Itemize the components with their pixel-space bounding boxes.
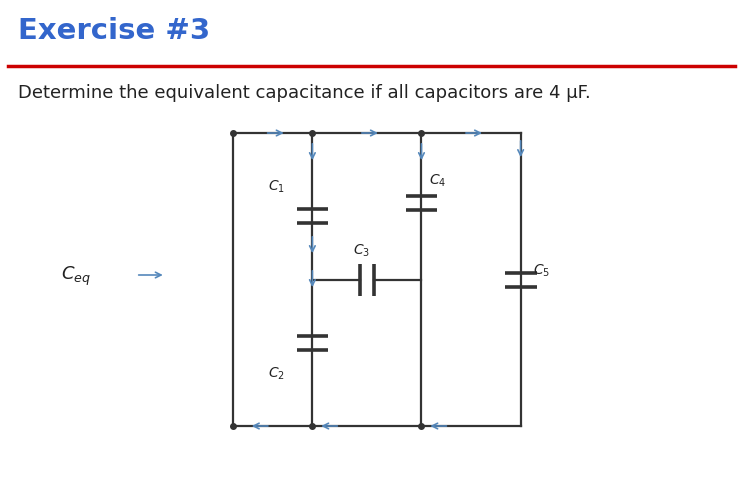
Text: $C_5$: $C_5$ — [533, 262, 550, 279]
Text: Exercise #3: Exercise #3 — [18, 17, 210, 45]
Text: $C_{eq}$: $C_{eq}$ — [61, 264, 91, 287]
Text: $C_1$: $C_1$ — [267, 178, 285, 195]
Text: $C_2$: $C_2$ — [267, 365, 285, 382]
Text: Determine the equivalent capacitance if all capacitors are 4 μF.: Determine the equivalent capacitance if … — [18, 84, 591, 102]
Text: $C_3$: $C_3$ — [354, 242, 371, 259]
Text: $C_4$: $C_4$ — [429, 172, 446, 189]
